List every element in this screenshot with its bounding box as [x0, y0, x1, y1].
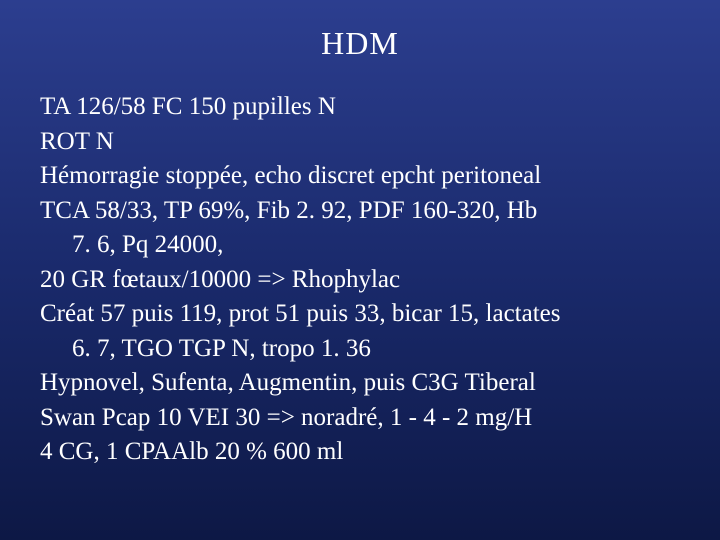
body-line-indent: 6. 7, TGO TGP N, tropo 1. 36 [40, 332, 680, 367]
body-line: Hypnovel, Sufenta, Augmentin, puis C3G T… [40, 366, 680, 401]
body-line: Hémorragie stoppée, echo discret epcht p… [40, 159, 680, 194]
body-line: 20 GR fœtaux/10000 => Rhophylac [40, 263, 680, 298]
body-line: Swan Pcap 10 VEI 30 => noradré, 1 - 4 - … [40, 401, 680, 436]
body-line: 4 CG, 1 CPAAlb 20 % 600 ml [40, 435, 680, 470]
slide-title: HDM [40, 25, 680, 62]
body-line: TCA 58/33, TP 69%, Fib 2. 92, PDF 160-32… [40, 194, 680, 229]
body-line: Créat 57 puis 119, prot 51 puis 33, bica… [40, 297, 680, 332]
slide-body: TA 126/58 FC 150 pupilles N ROT N Hémorr… [40, 90, 680, 470]
body-line-indent: 7. 6, Pq 24000, [40, 228, 680, 263]
body-line: ROT N [40, 125, 680, 160]
body-line: TA 126/58 FC 150 pupilles N [40, 90, 680, 125]
